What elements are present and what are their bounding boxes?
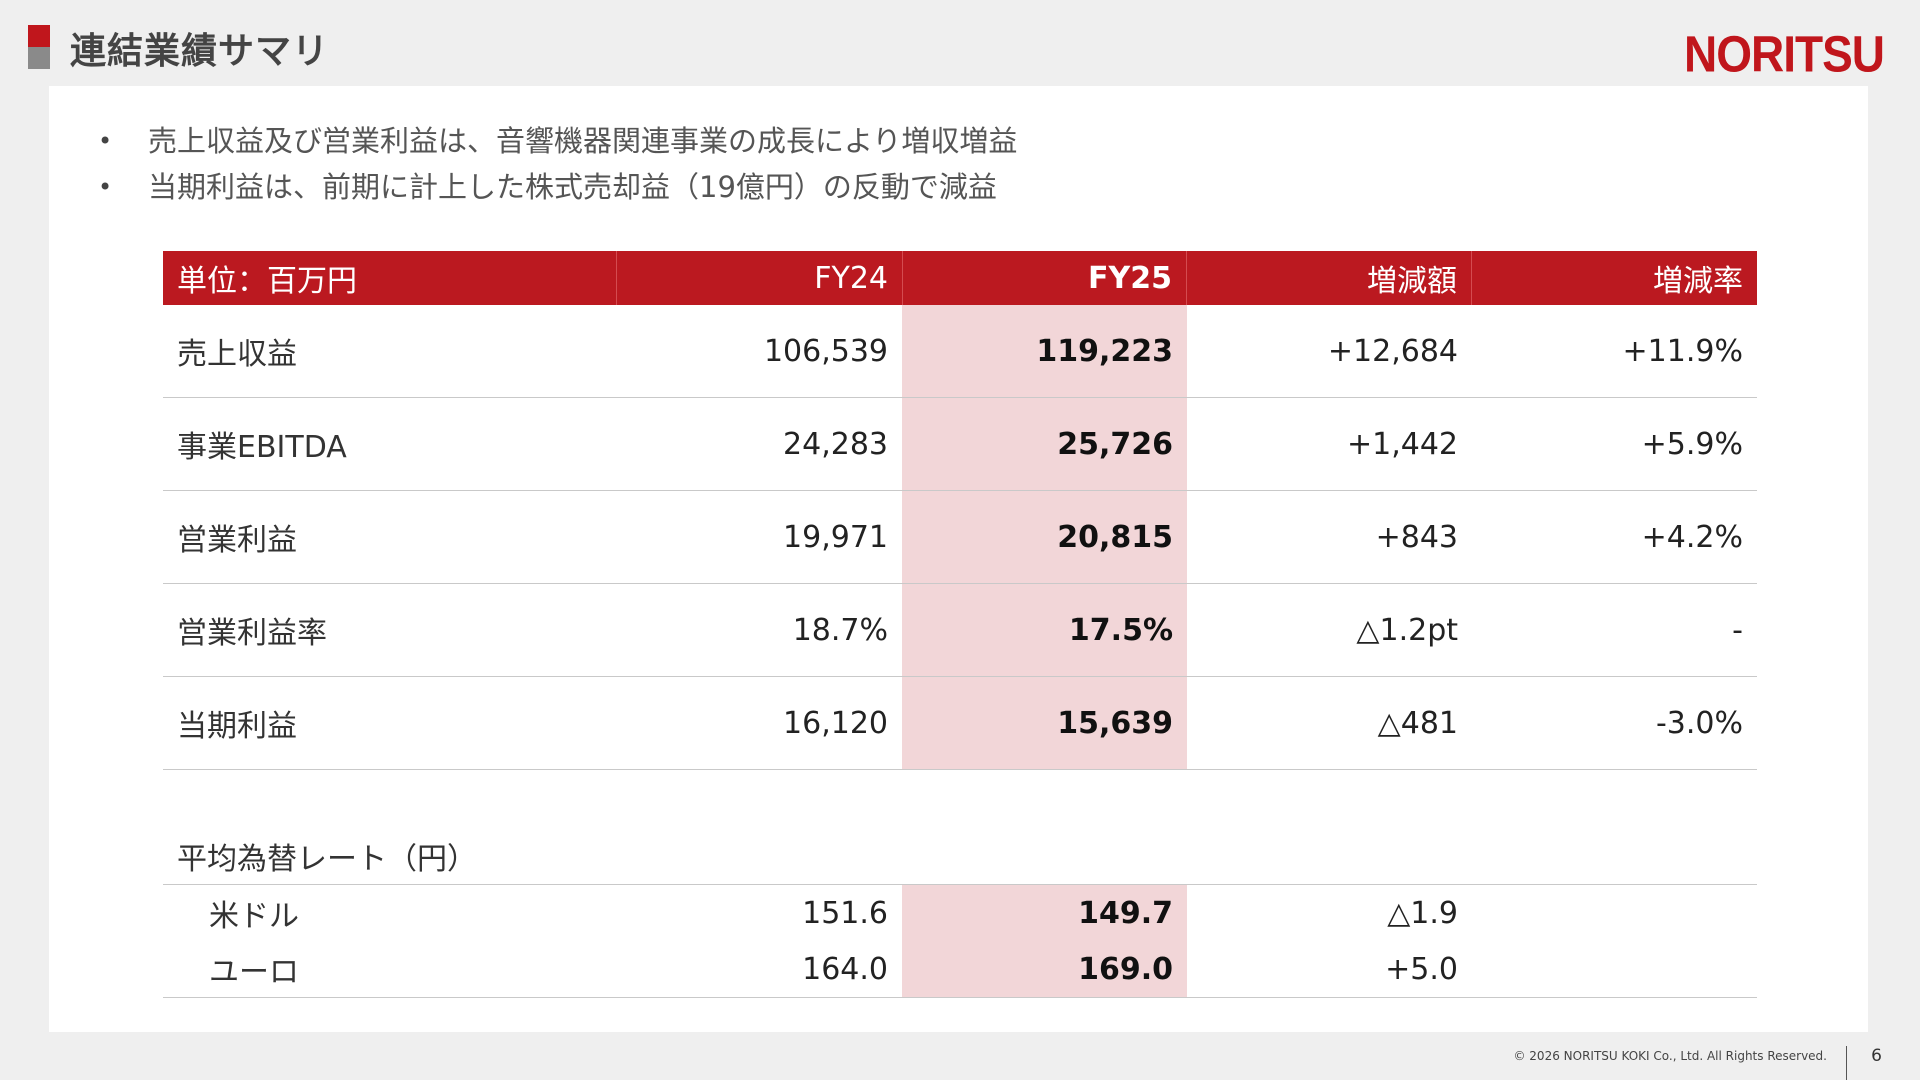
table-row: 当期利益 16,120 15,639 △481 -3.0%	[163, 677, 1757, 770]
fx-row: 米ドル 151.6 149.7 △1.9	[163, 885, 1757, 941]
header-fy24: FY24	[814, 260, 888, 296]
title-accent-bar-grey	[28, 47, 50, 69]
table-row: 営業利益率 18.7% 17.5% △1.2pt -	[163, 584, 1757, 677]
copyright-text: © 2026 NORITSU KOKI Co., Ltd. All Rights…	[1513, 1049, 1827, 1063]
header-diff: 増減額	[1187, 251, 1472, 305]
cell-rate: -	[1732, 612, 1743, 648]
footer-divider	[1846, 1046, 1847, 1080]
cell-fy25: 20,815	[902, 491, 1187, 583]
results-table: 単位：百万円 FY24 FY25 増減額 増減率 売上収益 106,539 11…	[163, 251, 1757, 770]
row-label: 当期利益	[177, 709, 297, 744]
header-unit: 単位：百万円	[163, 251, 617, 305]
fx-currency-label: 米ドル	[209, 899, 299, 934]
row-label: 営業利益	[177, 523, 297, 558]
cell-diff: +12,684	[1327, 333, 1458, 369]
bullet-item: 当期利益は、前期に計上した株式売却益（19億円）の反動で減益	[98, 164, 1017, 210]
cell-diff: △1.2pt	[1356, 612, 1458, 648]
cell-fy24: 106,539	[763, 333, 888, 369]
cell-fy25: 15,639	[902, 677, 1187, 769]
cell-fy25: 17.5%	[902, 584, 1187, 676]
fx-cell-empty	[1472, 885, 1757, 941]
cell-rate: +4.2%	[1641, 519, 1743, 555]
fx-rate-table: 米ドル 151.6 149.7 △1.9 ユーロ 164.0 169.0 +5.…	[163, 884, 1757, 998]
fx-cell-diff: +5.0	[1385, 951, 1458, 987]
page-number: 6	[1871, 1046, 1882, 1066]
row-label: 事業EBITDA	[177, 430, 347, 465]
fx-cell-fy25: 149.7	[902, 885, 1187, 941]
fx-currency-label: ユーロ	[209, 955, 299, 990]
cell-fy24: 24,283	[783, 426, 888, 462]
fx-cell-fy24: 151.6	[802, 895, 888, 931]
page-title: 連結業績サマリ	[70, 31, 330, 72]
cell-fy25: 119,223	[902, 305, 1187, 397]
row-label: 営業利益率	[177, 616, 327, 651]
table-row: 売上収益 106,539 119,223 +12,684 +11.9%	[163, 305, 1757, 398]
fx-cell-empty	[1472, 941, 1757, 997]
cell-rate: +11.9%	[1622, 333, 1743, 369]
header-fy25: FY25	[902, 251, 1187, 305]
header-rate: 増減率	[1653, 264, 1743, 299]
table-header: 単位：百万円 FY24 FY25 増減額 増減率	[163, 251, 1757, 305]
fx-cell-diff: △1.9	[1387, 895, 1458, 931]
title-accent-bar	[28, 25, 50, 47]
cell-fy25: 25,726	[902, 398, 1187, 490]
fx-cell-fy24: 164.0	[802, 951, 888, 987]
cell-diff: +1,442	[1346, 426, 1458, 462]
fx-cell-fy25: 169.0	[902, 941, 1187, 997]
cell-diff: +843	[1375, 519, 1458, 555]
cell-fy24: 16,120	[783, 705, 888, 741]
cell-fy24: 18.7%	[792, 612, 888, 648]
fx-rate-title: 平均為替レート（円）	[177, 842, 477, 877]
table-row: 事業EBITDA 24,283 25,726 +1,442 +5.9%	[163, 398, 1757, 491]
bullet-item: 売上収益及び営業利益は、音響機器関連事業の成長により増収増益	[98, 118, 1017, 164]
cell-rate: -3.0%	[1655, 705, 1743, 741]
row-label: 売上収益	[177, 337, 297, 372]
summary-bullets: 売上収益及び営業利益は、音響機器関連事業の成長により増収増益 当期利益は、前期に…	[98, 118, 1017, 210]
cell-rate: +5.9%	[1641, 426, 1743, 462]
company-logo: NORITSU	[1684, 25, 1885, 83]
cell-diff: △481	[1377, 705, 1458, 741]
cell-fy24: 19,971	[783, 519, 888, 555]
table-row: 営業利益 19,971 20,815 +843 +4.2%	[163, 491, 1757, 584]
fx-row: ユーロ 164.0 169.0 +5.0	[163, 941, 1757, 997]
